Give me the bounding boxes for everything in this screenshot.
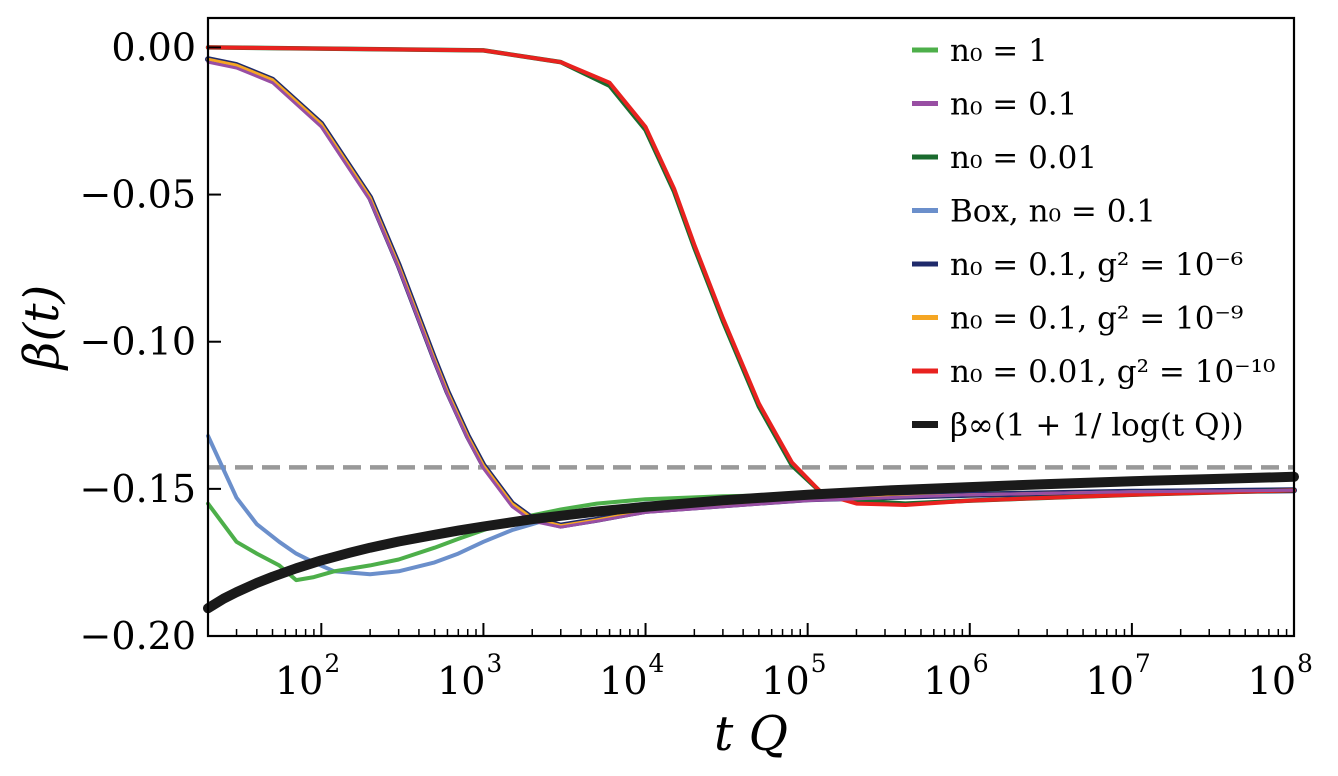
y-tick-label: −0.10: [80, 320, 196, 364]
x-tick-label: 10 3: [437, 649, 502, 703]
series-line-8: [203, 471, 1299, 614]
svg-text:2: 2: [324, 649, 340, 678]
legend-label: n₀ = 0.1, g² = 10⁻⁶: [950, 247, 1243, 283]
legend-label: β∞(1 + 1/ log(t Q)): [950, 408, 1244, 444]
svg-text:8: 8: [1297, 649, 1313, 678]
svg-text:5: 5: [811, 649, 827, 678]
y-tick-label: −0.20: [80, 614, 196, 658]
svg-text:10: 10: [437, 659, 485, 703]
svg-text:7: 7: [1135, 649, 1151, 678]
tick-layer: 10 2 10 3 10 4 10 5 10 6 10 7 10 80.00−0.05−0.10−0.15…: [80, 25, 1313, 703]
x-tick-label: 10 7: [1086, 649, 1151, 703]
svg-text:6: 6: [973, 649, 989, 678]
legend-entry-8: β∞(1 + 1/ log(t Q)): [912, 408, 1244, 444]
svg-text:10: 10: [1248, 659, 1296, 703]
x-tick-label: 10 2: [275, 649, 340, 703]
legend-entry-5: n₀ = 0.1, g² = 10⁻⁶: [912, 247, 1243, 283]
legend-label: n₀ = 0.1, g² = 10⁻⁹: [950, 301, 1243, 337]
legend-label: n₀ = 0.01, g² = 10⁻¹⁰: [950, 354, 1275, 390]
series-line-2: [206, 60, 1296, 529]
legend-entry-2: n₀ = 0.1: [912, 87, 1077, 123]
legend-label: n₀ = 1: [950, 33, 1048, 69]
svg-text:10: 10: [275, 659, 323, 703]
x-tick-label: 10 6: [923, 649, 988, 703]
legend-label: Box, n₀ = 0.1: [950, 194, 1156, 230]
series-layer: [203, 45, 1299, 614]
legend-entry-1: n₀ = 1: [912, 33, 1048, 69]
x-tick-label: 10 8: [1248, 649, 1313, 703]
y-tick-label: 0.00: [111, 25, 196, 69]
legend-label: n₀ = 0.1: [950, 87, 1077, 123]
svg-text:10: 10: [1086, 659, 1134, 703]
legend-label: n₀ = 0.01: [950, 140, 1097, 176]
svg-text:10: 10: [761, 659, 809, 703]
plot-background: [208, 18, 1294, 636]
x-tick-label: 10 5: [761, 649, 826, 703]
legend: n₀ = 1 n₀ = 0.1 n₀ = 0.01 Box, n₀ = 0.1 n₀ =…: [912, 33, 1275, 444]
svg-text:10: 10: [923, 659, 971, 703]
x-axis-title: t Q: [714, 706, 788, 762]
y-tick-label: −0.15: [80, 467, 196, 511]
legend-entry-3: n₀ = 0.01: [912, 140, 1097, 176]
svg-text:4: 4: [649, 649, 665, 678]
y-axis-title: β(t): [14, 285, 70, 372]
y-tick-label: −0.05: [80, 173, 196, 217]
svg-text:3: 3: [486, 649, 502, 678]
plot-frame: [206, 16, 1296, 638]
legend-entry-7: n₀ = 0.01, g² = 10⁻¹⁰: [912, 354, 1275, 390]
legend-entry-6: n₀ = 0.1, g² = 10⁻⁹: [912, 301, 1243, 337]
series-line-7: [206, 45, 1296, 507]
svg-text:10: 10: [599, 659, 647, 703]
legend-entry-4: Box, n₀ = 0.1: [912, 194, 1156, 230]
x-tick-label: 10 4: [599, 649, 664, 703]
